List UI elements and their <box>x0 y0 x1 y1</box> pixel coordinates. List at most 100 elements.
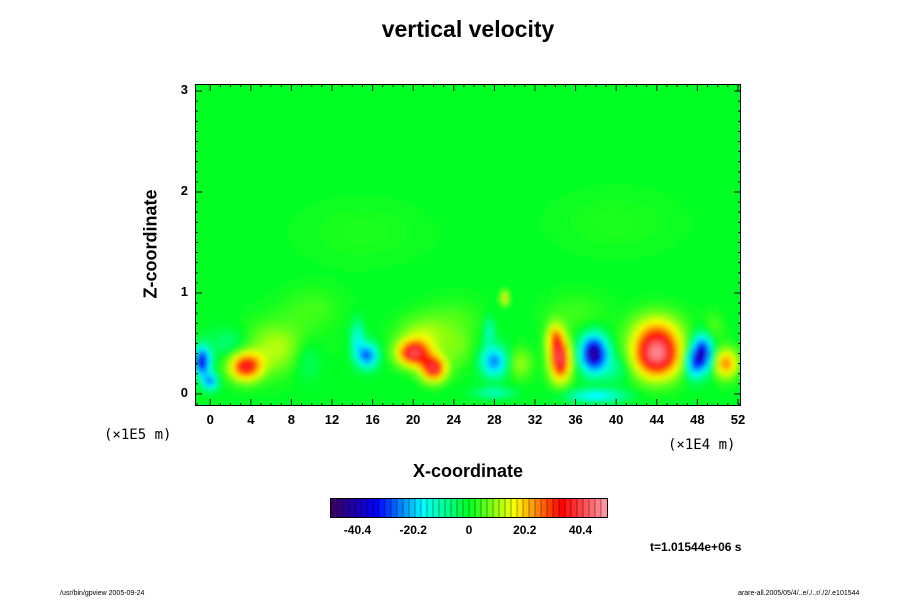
heatmap-cell <box>427 216 432 221</box>
heatmap-cell <box>651 204 656 209</box>
heatmap-cell <box>623 116 628 121</box>
heatmap-cell <box>215 124 220 129</box>
heatmap-cell <box>583 204 588 209</box>
heatmap-cell <box>519 160 524 165</box>
heatmap-cell <box>619 136 624 141</box>
heatmap-cell <box>315 84 320 89</box>
heatmap-cell <box>523 120 528 125</box>
heatmap-cell <box>335 180 340 185</box>
heatmap-cell <box>575 96 580 101</box>
heatmap-cell <box>687 100 692 105</box>
heatmap-cell <box>483 172 488 177</box>
heatmap-cell <box>595 172 600 177</box>
heatmap-cell <box>371 108 376 113</box>
heatmap-cell <box>695 184 700 189</box>
heatmap-cell <box>735 184 740 189</box>
heatmap-cell <box>603 112 608 117</box>
heatmap-cell <box>207 160 212 165</box>
heatmap-cell <box>319 132 324 137</box>
heatmap-cell <box>307 228 312 233</box>
heatmap-cell <box>499 188 504 193</box>
heatmap-cell <box>383 200 388 205</box>
heatmap-cell <box>375 208 380 213</box>
heatmap-cell <box>275 180 280 185</box>
heatmap-cell <box>379 196 384 201</box>
heatmap-cell <box>275 204 280 209</box>
heatmap-cell <box>547 164 552 169</box>
heatmap-cell <box>215 196 220 201</box>
heatmap-cell <box>391 108 396 113</box>
heatmap-cell <box>439 180 444 185</box>
heatmap-cell <box>395 108 400 113</box>
heatmap-cell <box>215 92 220 97</box>
heatmap-cell <box>291 108 296 113</box>
heatmap-cell <box>675 104 680 109</box>
heatmap-cell <box>199 104 204 109</box>
heatmap-cell <box>519 208 524 213</box>
heatmap-cell <box>319 156 324 161</box>
heatmap-cell <box>503 180 508 185</box>
heatmap-cell <box>635 144 640 149</box>
heatmap-cell <box>507 156 512 161</box>
heatmap-cell <box>527 84 532 89</box>
heatmap-cell <box>203 192 208 197</box>
heatmap-cell <box>527 136 532 141</box>
heatmap-cell <box>527 104 532 109</box>
heatmap-cell <box>667 148 672 153</box>
heatmap-cell <box>399 208 404 213</box>
heatmap-cell <box>579 184 584 189</box>
heatmap-cell <box>283 172 288 177</box>
heatmap-cell <box>363 164 368 169</box>
heatmap-cell <box>723 128 728 133</box>
heatmap-cell <box>283 100 288 105</box>
heatmap-cell <box>607 148 612 153</box>
heatmap-cell <box>639 96 644 101</box>
heatmap-cell <box>303 204 308 209</box>
heatmap-cell <box>623 196 628 201</box>
heatmap-cell <box>315 188 320 193</box>
heatmap-cell <box>635 120 640 125</box>
heatmap-cell <box>559 104 564 109</box>
heatmap-cell <box>255 176 260 181</box>
heatmap-cell <box>467 160 472 165</box>
heatmap-cell <box>459 156 464 161</box>
heatmap-cell <box>391 220 396 225</box>
heatmap-cell <box>383 108 388 113</box>
heatmap-cell <box>495 140 500 145</box>
heatmap-cell <box>379 172 384 177</box>
heatmap-cell <box>415 164 420 169</box>
heatmap-cell <box>223 156 228 161</box>
heatmap-cell <box>711 212 716 217</box>
heatmap-cell <box>315 212 320 217</box>
heatmap-cell <box>427 168 432 173</box>
heatmap-cell <box>535 184 540 189</box>
heatmap-cell <box>195 148 200 153</box>
heatmap-cell <box>327 120 332 125</box>
heatmap-cell <box>323 224 328 229</box>
heatmap-cell <box>583 192 588 197</box>
heatmap-cell <box>527 132 532 137</box>
heatmap-cell <box>311 184 316 189</box>
heatmap-cell <box>395 104 400 109</box>
heatmap-cell <box>479 156 484 161</box>
heatmap-cell <box>255 204 260 209</box>
heatmap-cell <box>223 176 228 181</box>
heatmap-cell <box>487 92 492 97</box>
heatmap-cell <box>639 152 644 157</box>
heatmap-cell <box>303 84 308 89</box>
heatmap-cell <box>439 156 444 161</box>
heatmap-cell <box>559 108 564 113</box>
heatmap-cell <box>519 92 524 97</box>
heatmap-cell <box>479 116 484 121</box>
heatmap-cell <box>615 124 620 129</box>
heatmap-cell <box>535 120 540 125</box>
heatmap-cell <box>423 212 428 217</box>
heatmap-cell <box>355 184 360 189</box>
heatmap-cell <box>663 120 668 125</box>
heatmap-cell <box>215 200 220 205</box>
heatmap-cell <box>551 200 556 205</box>
heatmap-cell <box>619 200 624 205</box>
heatmap-cell <box>523 184 528 189</box>
heatmap-cell <box>483 92 488 97</box>
heatmap-cell <box>231 132 236 137</box>
